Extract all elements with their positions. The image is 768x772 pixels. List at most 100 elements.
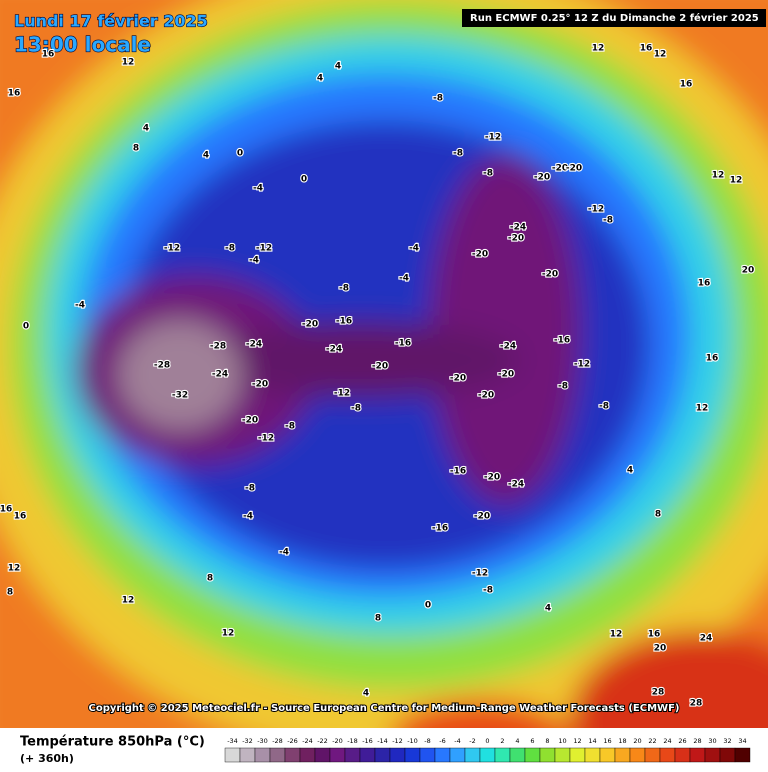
colorbar-label: -6 — [439, 737, 445, 745]
contour-label: -24 — [326, 345, 342, 355]
colorbar-cell — [299, 747, 316, 763]
contour-label: -28 — [210, 342, 226, 352]
colorbar-label: 26 — [678, 737, 686, 745]
contour-label: 16 — [680, 80, 693, 90]
contour-label: 8 — [375, 614, 381, 624]
colorbar-label: -28 — [272, 737, 283, 745]
contour-label: 12 — [610, 630, 623, 640]
contour-label: 4 — [143, 124, 149, 134]
colorbar-cell — [449, 747, 466, 763]
contour-label: 24 — [700, 634, 713, 644]
contour-label: 16 — [640, 44, 653, 54]
contour-label: 0 — [23, 322, 29, 332]
colorbar-cell — [704, 747, 721, 763]
contour-label: 12 — [712, 171, 725, 181]
colorbar-cell — [344, 747, 361, 763]
colorbar-label: -20 — [332, 737, 343, 745]
contour-label: -20 — [508, 234, 524, 244]
contour-label: -28 — [154, 361, 170, 371]
contour-label: -12 — [472, 569, 488, 579]
contour-label: -24 — [212, 370, 228, 380]
colorbar: -34 -32 -30 -28 -26 -24 -22 -20 -18 -16 -14 -12 -10-… — [224, 737, 751, 763]
contour-label: -8 — [453, 149, 463, 159]
colorbar-label: 0 — [485, 737, 489, 745]
colorbar-label: 24 — [663, 737, 671, 745]
contour-label: 16 — [42, 50, 55, 60]
contour-label: 28 — [690, 699, 703, 709]
contour-label: 4 — [545, 604, 551, 614]
contour-label: -8 — [483, 169, 493, 179]
contour-label: 16 — [698, 279, 711, 289]
contour-label: -20 — [450, 374, 466, 384]
contour-label: 12 — [592, 44, 605, 54]
contour-label: 12 — [654, 50, 667, 60]
colorbar-cell — [329, 747, 346, 763]
contour-label: 12 — [730, 176, 743, 186]
contour-label: 8 — [207, 574, 213, 584]
colorbar-label: 6 — [530, 737, 534, 745]
contour-label: -4 — [249, 256, 259, 266]
colorbar-cell — [404, 747, 421, 763]
contour-label: -20 — [252, 380, 268, 390]
contour-label: -20 — [472, 250, 488, 260]
contour-label: -20 — [478, 391, 494, 401]
colorbar-cell — [314, 747, 331, 763]
time: 13:00 locale — [14, 33, 151, 57]
colorbar-label: 22 — [648, 737, 656, 745]
contour-label: 12 — [8, 564, 21, 574]
colorbar-label: -2 — [469, 737, 475, 745]
contour-label: -20 — [498, 370, 514, 380]
contour-label: 16 — [706, 354, 719, 364]
colorbar-cell — [374, 747, 391, 763]
contour-label: -12 — [588, 205, 604, 215]
contour-label: 8 — [655, 510, 661, 520]
contour-label: 28 — [652, 688, 665, 698]
colorbar-label: -4 — [454, 737, 460, 745]
title: Lundi 17 février 2025 — [14, 12, 208, 31]
colorbar-label: 16 — [603, 737, 611, 745]
colorbar-cell — [629, 747, 646, 763]
contour-label: -8 — [245, 484, 255, 494]
colorbar-label: -30 — [257, 737, 268, 745]
contour-label: -20 — [474, 512, 490, 522]
colorbar-cell — [269, 747, 286, 763]
contour-label: -20 — [372, 362, 388, 372]
contour-label: 12 — [222, 629, 235, 639]
colorbar-label: 30 — [708, 737, 716, 745]
contour-label: -12 — [256, 244, 272, 254]
colorbar-cell — [599, 747, 616, 763]
contour-label: 16 — [0, 505, 12, 515]
colorbar-label: -26 — [287, 737, 298, 745]
colorbar-label: -16 — [362, 737, 373, 745]
colorbar-label: 4 — [515, 737, 519, 745]
contour-label: -16 — [432, 524, 448, 534]
contour-label: -8 — [351, 404, 361, 414]
field-purple-center — [200, 322, 520, 398]
contour-label: -4 — [399, 274, 409, 284]
colorbar-label: -18 — [347, 737, 358, 745]
field-gray-core — [118, 320, 242, 430]
contour-label: -12 — [574, 360, 590, 370]
contour-label: -4 — [409, 244, 419, 254]
contour-label: -8 — [599, 402, 609, 412]
contour-label: -16 — [395, 339, 411, 349]
contour-label: -4 — [243, 512, 253, 522]
colorbar-cell — [419, 747, 436, 763]
contour-label: 12 — [122, 596, 135, 606]
contour-label: 4 — [363, 689, 369, 699]
contour-label: -8 — [603, 216, 613, 226]
contour-label: -4 — [279, 548, 289, 558]
colorbar-label: -12 — [392, 737, 403, 745]
colorbar-cell — [644, 747, 661, 763]
colorbar-label: 10 — [558, 737, 566, 745]
contour-label: -12 — [334, 389, 350, 399]
field-purple-east — [430, 155, 580, 505]
contour-label: 12 — [696, 404, 709, 414]
contour-label: -16 — [554, 336, 570, 346]
colorbar-cell — [689, 747, 706, 763]
colorbar-label: 18 — [618, 737, 626, 745]
contour-label: -12 — [164, 244, 180, 254]
